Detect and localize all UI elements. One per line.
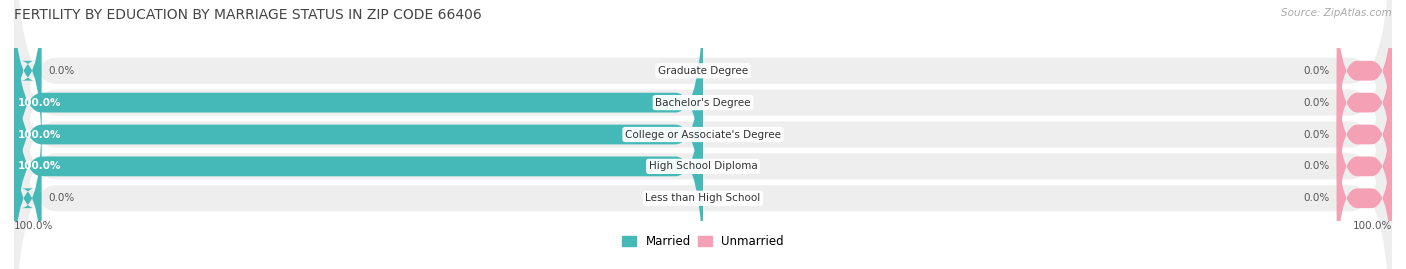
FancyBboxPatch shape	[1337, 49, 1392, 220]
FancyBboxPatch shape	[14, 0, 1392, 269]
FancyBboxPatch shape	[1337, 81, 1392, 252]
FancyBboxPatch shape	[14, 49, 703, 269]
FancyBboxPatch shape	[14, 112, 42, 269]
Text: Bachelor's Degree: Bachelor's Degree	[655, 98, 751, 108]
Text: 0.0%: 0.0%	[1303, 66, 1330, 76]
Text: 100.0%: 100.0%	[17, 98, 60, 108]
Text: 0.0%: 0.0%	[1303, 98, 1330, 108]
FancyBboxPatch shape	[1337, 0, 1392, 157]
Text: 0.0%: 0.0%	[48, 66, 75, 76]
Text: High School Diploma: High School Diploma	[648, 161, 758, 171]
Text: 0.0%: 0.0%	[48, 193, 75, 203]
Text: 100.0%: 100.0%	[17, 161, 60, 171]
FancyBboxPatch shape	[14, 0, 1392, 269]
Text: Source: ZipAtlas.com: Source: ZipAtlas.com	[1281, 8, 1392, 18]
FancyBboxPatch shape	[14, 0, 703, 220]
Text: Less than High School: Less than High School	[645, 193, 761, 203]
Text: FERTILITY BY EDUCATION BY MARRIAGE STATUS IN ZIP CODE 66406: FERTILITY BY EDUCATION BY MARRIAGE STATU…	[14, 8, 482, 22]
Text: College or Associate's Degree: College or Associate's Degree	[626, 129, 780, 140]
Text: Graduate Degree: Graduate Degree	[658, 66, 748, 76]
FancyBboxPatch shape	[14, 0, 42, 157]
FancyBboxPatch shape	[1337, 112, 1392, 269]
Text: 0.0%: 0.0%	[1303, 193, 1330, 203]
Text: 0.0%: 0.0%	[1303, 129, 1330, 140]
FancyBboxPatch shape	[14, 0, 1392, 249]
FancyBboxPatch shape	[14, 20, 1392, 269]
FancyBboxPatch shape	[14, 17, 703, 252]
Text: 0.0%: 0.0%	[1303, 161, 1330, 171]
Text: 100.0%: 100.0%	[17, 129, 60, 140]
Legend: Married, Unmarried: Married, Unmarried	[617, 230, 789, 253]
Text: 100.0%: 100.0%	[14, 221, 53, 231]
FancyBboxPatch shape	[1337, 17, 1392, 188]
Text: 100.0%: 100.0%	[1353, 221, 1392, 231]
FancyBboxPatch shape	[14, 0, 1392, 269]
